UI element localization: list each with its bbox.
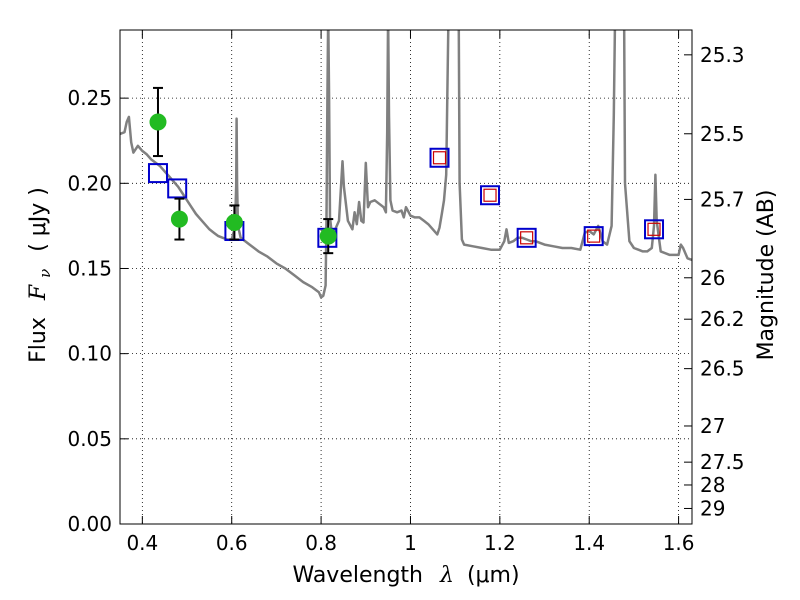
- plot-frame: [119, 29, 693, 525]
- model-photometry-square: [429, 147, 450, 168]
- x-axis-title: Wavelength λ (μm): [292, 563, 519, 588]
- y2-tick-label: 27.5: [700, 450, 745, 474]
- y-tick-label: 0.10: [67, 342, 112, 366]
- observed-nir-square: [647, 222, 661, 236]
- y2-axis-title: Magnitude (AB): [754, 190, 779, 361]
- observed-optical-points: [149, 113, 337, 245]
- observed-optical-point: [170, 210, 188, 228]
- axis-ticks: [120, 30, 692, 525]
- observed-optical-point: [319, 227, 337, 245]
- model-photometry-square: [516, 227, 537, 248]
- y2-tick-label: 29: [700, 496, 725, 520]
- y-axis-unit: ( μJy ): [26, 187, 51, 252]
- x-axis-prefix: Wavelength: [292, 563, 423, 588]
- x-tick-label: 1.2: [484, 531, 516, 555]
- y-tick-label: 0.05: [67, 427, 112, 451]
- observed-nir-points: [432, 151, 661, 245]
- y2-tick-label: 26.5: [700, 357, 745, 381]
- observed-nir-square: [432, 151, 447, 165]
- y-tick-label: 0.20: [67, 171, 112, 195]
- y2-tick-label: 25.7: [700, 187, 745, 211]
- observed-optical-point: [225, 213, 243, 231]
- model-photometry-square: [480, 185, 501, 206]
- x-tick-label: 1.6: [663, 531, 695, 555]
- observed-optical-point: [149, 113, 167, 131]
- plot-background: [120, 30, 692, 524]
- x-tick-label: 0.4: [126, 531, 158, 555]
- x-tick-label: 1: [404, 531, 417, 555]
- y-tick-label: 0.15: [67, 256, 112, 280]
- x-tick-label: 0.8: [305, 531, 337, 555]
- model-photometry-square: [147, 163, 168, 184]
- observed-nir-square: [587, 229, 601, 243]
- model-photometry: [147, 147, 665, 248]
- y-axis-title: Flux F ν ( μJy ): [26, 187, 56, 363]
- y-axis-subscript: ν: [36, 269, 54, 278]
- observed-nir-square: [483, 188, 497, 202]
- observed-nir-square: [520, 231, 534, 245]
- y2-tick-label: 25.3: [700, 43, 745, 67]
- y-tick-label: 0.00: [67, 512, 112, 536]
- y2-tick-label: 25.5: [700, 122, 745, 146]
- grid: [120, 30, 692, 524]
- model-photometry-square: [167, 178, 188, 199]
- x-axis-unit: (μm): [467, 563, 520, 588]
- y2-tick-label: 28: [700, 473, 725, 497]
- y-axis-prefix: Flux: [26, 317, 51, 363]
- model-spectrum: [120, 30, 692, 299]
- y2-tick-label: 26: [700, 266, 725, 290]
- x-axis-symbol: λ: [439, 563, 454, 588]
- y2-tick-label: 26.2: [700, 307, 745, 331]
- spectrum-line: [120, 30, 692, 299]
- x-tick-labels: 0.4 0.6 0.8 1 1.2 1.4 1.6: [126, 531, 694, 555]
- y-axis-symbol: F: [26, 284, 51, 301]
- model-photometry-square: [583, 226, 604, 247]
- y2-tick-label: 27: [700, 414, 725, 438]
- x-tick-label: 0.6: [216, 531, 248, 555]
- x-tick-label: 1.4: [573, 531, 605, 555]
- y-tick-labels: 0.00 0.05 0.10 0.15 0.20 0.25: [67, 86, 112, 536]
- model-photometry-square: [644, 219, 665, 240]
- y-tick-label: 0.25: [67, 86, 112, 110]
